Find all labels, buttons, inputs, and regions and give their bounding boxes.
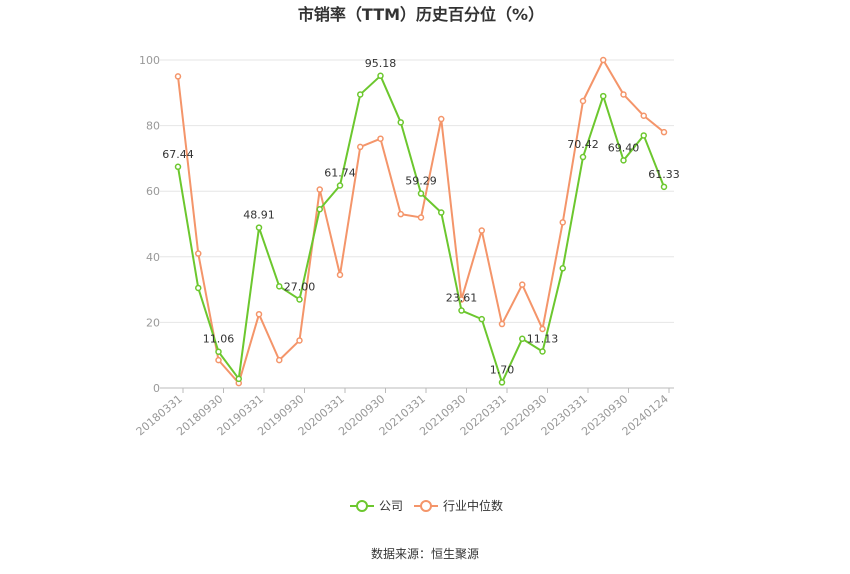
data-point [276,356,283,364]
data-point [336,271,344,279]
data-label: 1.70 [490,363,515,376]
y-tick-label: 40 [146,251,160,264]
data-label: 61.33 [648,168,680,181]
source-note: 数据来源：恒生聚源 [371,546,479,561]
data-point [620,91,627,98]
y-axis: 0 20 40 60 80 100 [139,54,160,395]
legend-label: 公司 [379,499,403,513]
data-point [174,163,182,171]
data-point [600,92,607,100]
legend-label: 行业中位数 [443,498,503,513]
data-point [579,97,587,105]
data-point [559,265,566,272]
data-point [519,281,526,288]
data-point [438,115,445,123]
grid [160,59,674,323]
data-label: 69.40 [608,141,640,154]
legend-marker [356,500,368,512]
data-point [195,250,202,257]
data-label: 11.06 [203,333,235,346]
data-point [498,379,506,386]
data-point [316,186,323,193]
chart-title: 市销率（TTM）历史百分位（%） [298,5,544,24]
data-label: 59.29 [405,175,437,188]
legend-marker [420,500,432,512]
data-point [174,73,182,80]
data-label: 61.74 [324,166,356,179]
data-point [559,219,566,226]
data-point [235,375,242,383]
data-point [296,296,303,303]
data-point [357,91,364,98]
y-tick-label: 0 [153,382,160,395]
legend: 公司 行业中位数 [350,498,503,513]
data-point [276,283,283,290]
data-point [478,315,485,323]
data-point [660,128,668,136]
data-point [539,348,546,355]
data-point [215,356,222,364]
data-labels: 67.44 11.06 48.91 27.00 61.74 95.18 59.29 23.61… [162,57,680,377]
data-point [397,119,404,126]
data-label: 27.00 [284,280,316,293]
y-tick-label: 20 [146,316,160,329]
data-point [640,112,647,120]
data-point [660,183,668,191]
data-label: 95.18 [365,57,397,70]
data-point [417,214,425,221]
data-point [377,72,384,80]
data-point [600,56,607,64]
data-point [255,310,263,318]
data-point [336,182,344,189]
data-label: 11.13 [527,332,559,345]
data-label: 23.61 [446,292,478,305]
data-point [255,224,263,231]
data-point [478,227,485,234]
data-point [458,307,465,314]
data-point [357,143,364,151]
y-tick-label: 60 [146,185,160,198]
data-point [640,132,647,139]
data-label: 48.91 [243,209,275,222]
data-point [519,335,526,343]
data-point [620,157,627,164]
data-point [377,135,384,142]
data-point [438,209,445,216]
data-point [539,325,546,333]
data-point [417,190,425,197]
data-point [579,153,587,161]
data-point [498,320,506,328]
data-label: 70.42 [567,138,599,151]
y-tick-label: 100 [139,54,160,67]
x-axis: 2018033120180930201903312019093020200331… [134,387,674,438]
data-point [397,210,404,218]
data-point [195,284,202,292]
series-line [177,74,665,384]
data-point [296,337,303,344]
series-lines [174,56,668,387]
data-point [215,348,222,355]
data-point [316,205,323,213]
data-label: 67.44 [162,148,194,161]
y-tick-label: 80 [146,120,160,133]
